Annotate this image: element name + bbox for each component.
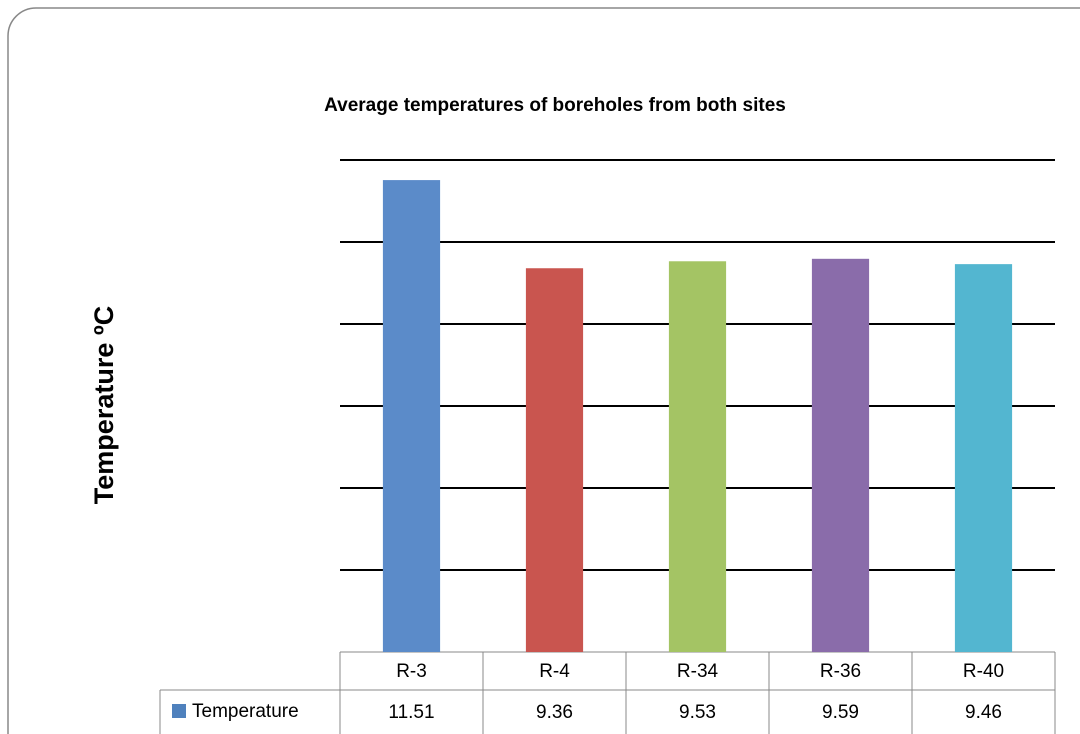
y-axis-label: Temperature ºC bbox=[89, 306, 119, 504]
x-tick-label: R-4 bbox=[539, 661, 570, 682]
table-value: 9.36 bbox=[536, 702, 573, 723]
bar bbox=[525, 268, 584, 652]
table-value: 11.51 bbox=[388, 702, 434, 723]
x-tick-label: R-40 bbox=[963, 661, 1004, 682]
bar bbox=[668, 261, 727, 652]
x-tick-label: R-3 bbox=[396, 661, 427, 682]
table-value: 9.59 bbox=[822, 702, 859, 723]
bar bbox=[811, 258, 870, 652]
bar bbox=[954, 264, 1013, 652]
bar bbox=[382, 180, 441, 652]
table-value: 9.53 bbox=[679, 702, 716, 723]
legend-swatch bbox=[172, 704, 186, 718]
chart-title: Average temperatures of boreholes from b… bbox=[324, 95, 786, 116]
legend-label: Temperature bbox=[192, 701, 299, 722]
x-tick-label: R-34 bbox=[677, 661, 719, 682]
x-tick-label: R-36 bbox=[820, 661, 861, 682]
table-value: 9.46 bbox=[965, 702, 1002, 723]
